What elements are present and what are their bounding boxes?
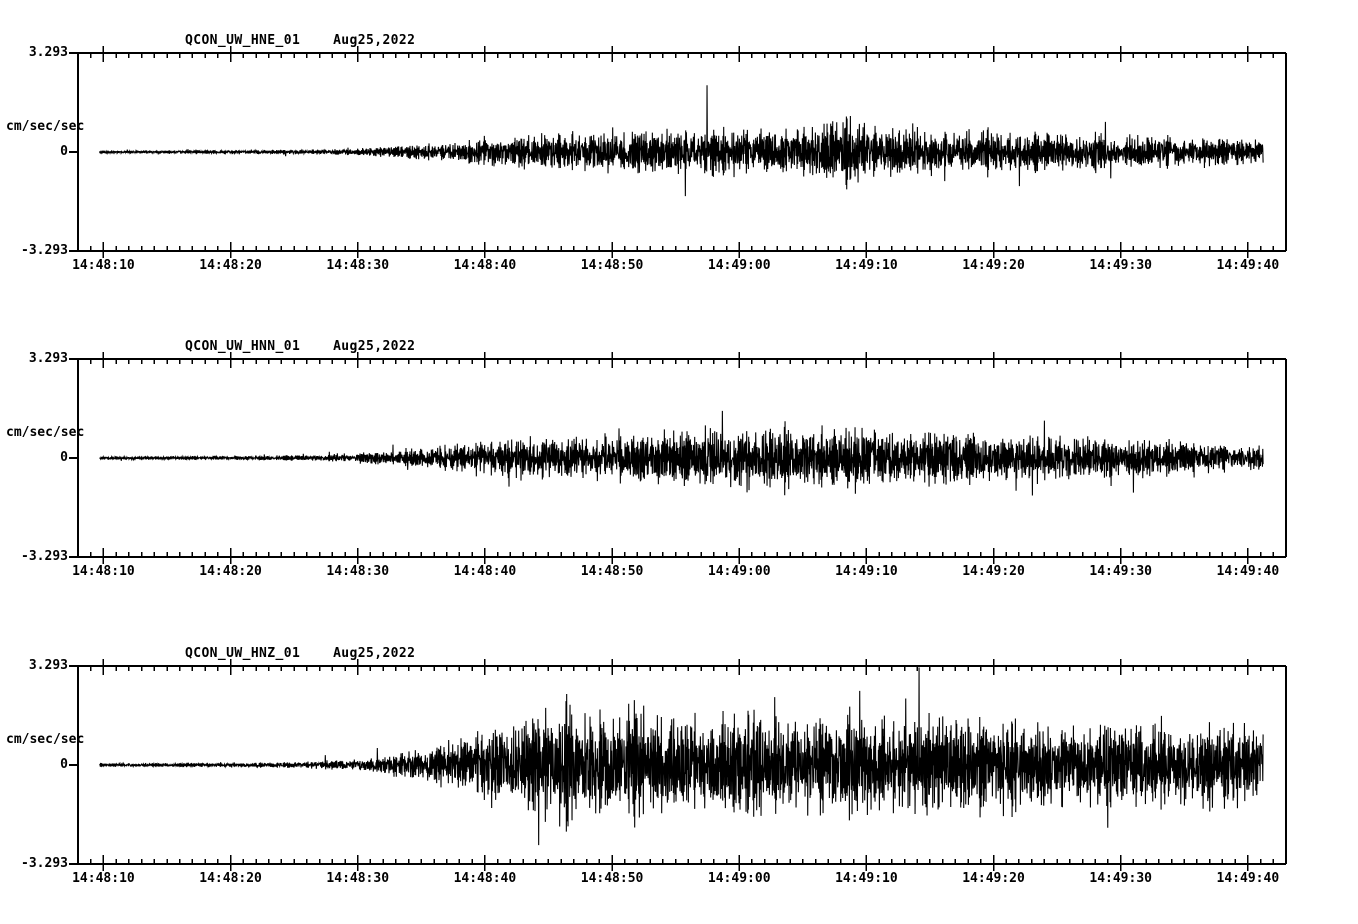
x-tick-label: 14:48:20 (199, 564, 262, 579)
x-tick-label: 14:49:00 (707, 258, 771, 273)
x-tick-label: 14:49:10 (835, 258, 898, 273)
panel-title-hnz: QCON_UW_HNZ_01 Aug25,2022 (185, 646, 416, 661)
y-tick-min-hnn: -3.293 (21, 549, 68, 564)
y-tick-zero-hnn: 0 (60, 450, 68, 465)
x-tick-label: 14:48:10 (72, 564, 135, 579)
x-tick-label: 14:48:40 (453, 564, 517, 579)
x-tick-label: 14:49:00 (707, 871, 771, 886)
y-axis-units-label-hnn: cm/sec/sec (6, 425, 85, 440)
x-tick-label: 14:48:30 (326, 871, 390, 886)
panel-title-hne: QCON_UW_HNE_01 Aug25,2022 (185, 33, 416, 48)
x-tick-label: 14:49:40 (1216, 564, 1280, 579)
x-tick-label: 14:49:20 (962, 564, 1025, 579)
panel-title-hnn: QCON_UW_HNN_01 Aug25,2022 (185, 339, 416, 354)
x-tick-label: 14:49:30 (1089, 258, 1152, 273)
x-tick-label: 14:48:10 (72, 258, 135, 273)
y-axis-units-label-hne: cm/sec/sec (6, 119, 85, 134)
x-tick-label: 14:48:20 (199, 258, 262, 273)
y-tick-max-hnn: 3.293 (28, 351, 68, 366)
x-tick-label: 14:49:30 (1089, 871, 1152, 886)
x-tick-label: 14:48:30 (326, 258, 390, 273)
x-tick-label: 14:48:50 (580, 564, 644, 579)
y-tick-min-hne: -3.293 (21, 243, 68, 258)
x-tick-label: 14:49:40 (1216, 871, 1280, 886)
x-tick-label: 14:48:50 (580, 258, 644, 273)
x-tick-label: 14:49:20 (962, 258, 1025, 273)
y-tick-max-hnz: 3.293 (28, 658, 68, 673)
x-tick-label: 14:48:50 (580, 871, 644, 886)
x-tick-label: 14:49:40 (1216, 258, 1280, 273)
x-tick-label: 14:49:20 (962, 871, 1025, 886)
x-tick-label: 14:48:20 (199, 871, 262, 886)
x-tick-label: 14:49:10 (835, 871, 898, 886)
x-tick-label: 14:49:00 (707, 564, 771, 579)
y-tick-max-hne: 3.293 (28, 45, 68, 60)
y-tick-min-hnz: -3.293 (21, 856, 68, 871)
x-tick-label: 14:48:40 (453, 871, 517, 886)
x-tick-label: 14:49:30 (1089, 564, 1152, 579)
x-tick-label: 14:48:40 (453, 258, 517, 273)
x-tick-label: 14:48:30 (326, 564, 390, 579)
y-tick-zero-hne: 0 (60, 144, 68, 159)
y-tick-zero-hnz: 0 (60, 757, 68, 772)
x-tick-label: 14:48:10 (72, 871, 135, 886)
x-tick-label: 14:49:10 (835, 564, 898, 579)
y-axis-units-label-hnz: cm/sec/sec (6, 732, 85, 747)
